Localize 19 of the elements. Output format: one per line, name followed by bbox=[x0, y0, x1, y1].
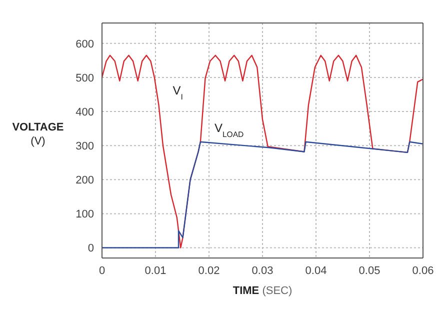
x-tick-label: 0.02 bbox=[198, 264, 220, 277]
y-tick-label: 0 bbox=[88, 242, 94, 255]
x-tick-label: 0 bbox=[98, 264, 106, 277]
y-tick-label: 400 bbox=[76, 106, 94, 118]
y-tick-label: 200 bbox=[76, 174, 94, 187]
annotation: V$_{LOAD}$ bbox=[214, 120, 244, 138]
line-series bbox=[102, 141, 423, 248]
y-tick-label: 100 bbox=[76, 208, 94, 221]
x-tick-label: 0.06 bbox=[412, 264, 434, 277]
y-tick-label: 300 bbox=[76, 140, 94, 153]
x-tick-label: 0.01 bbox=[144, 264, 166, 277]
y-tick-label: 500 bbox=[76, 72, 94, 84]
x-tick-label: 0.03 bbox=[252, 264, 274, 277]
x-axis-title: TIME (SEC) bbox=[232, 285, 292, 297]
y-tick-label: 600 bbox=[76, 38, 94, 50]
y-axis-title: VOLTAGE (V) bbox=[12, 122, 64, 148]
annotation: V$_{I}$ bbox=[172, 84, 183, 102]
x-tick-label: 0.04 bbox=[305, 264, 327, 277]
x-tick-label: 0.05 bbox=[358, 264, 380, 277]
